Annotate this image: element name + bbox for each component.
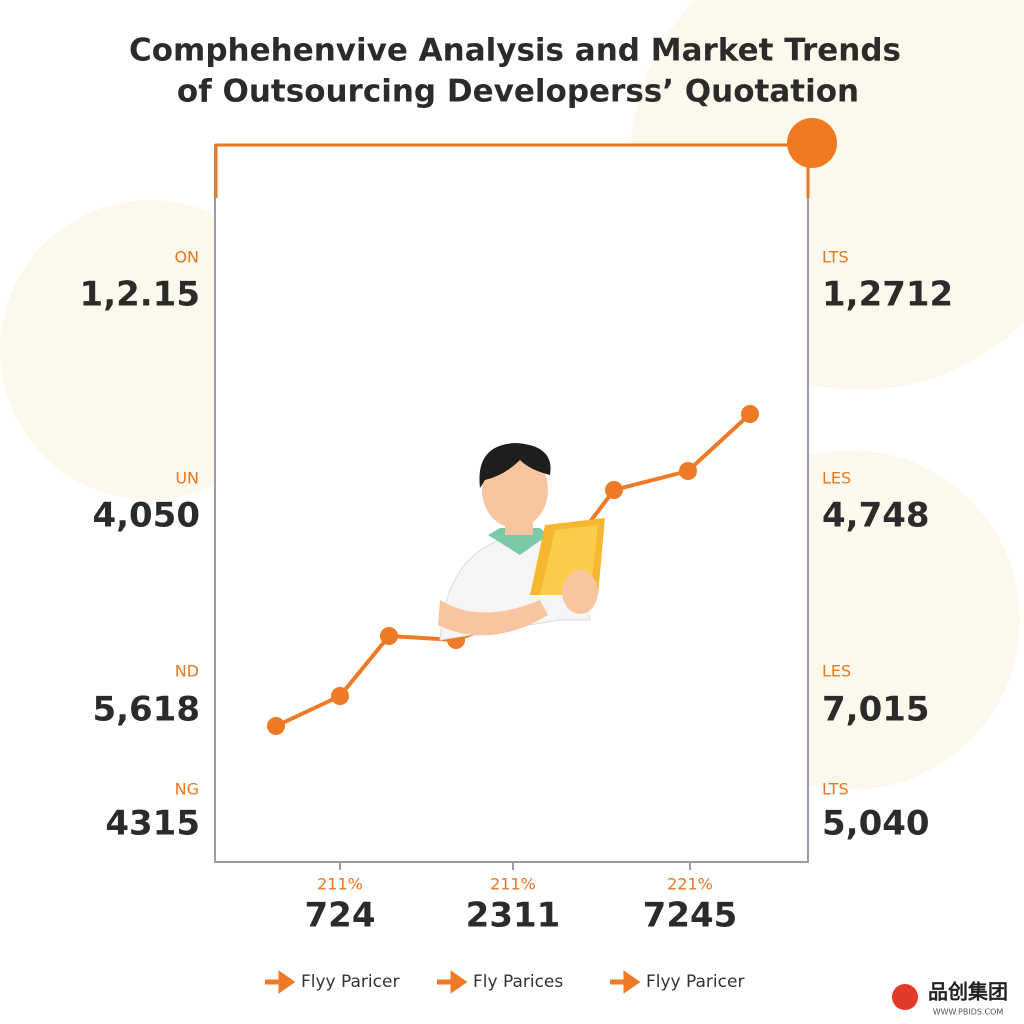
- logo-url: WWW.PBIDS.COM: [933, 1008, 1004, 1017]
- legend-label: Fly Parices: [473, 972, 563, 992]
- legend-arrow: [610, 970, 641, 994]
- bottom-value: 2311: [466, 896, 561, 936]
- bottom-tag: 211%: [490, 875, 536, 894]
- legend-arrow: [265, 970, 296, 994]
- left-value: 5,618: [92, 690, 200, 730]
- title: of Outsourcing Developerss’ Quotation: [177, 74, 859, 110]
- right-value: 1,2712: [822, 275, 953, 315]
- right-value: 4,748: [822, 496, 930, 536]
- bottom-tag: 211%: [317, 875, 363, 894]
- labels: ON 1,2.15 UN 4,050 ND 5,618 NG 4315 LTS 1,2712 LES…: [80, 248, 954, 936]
- person-illustration: [438, 443, 605, 641]
- right-value: 7,015: [822, 690, 930, 730]
- left-tag: ND: [175, 662, 199, 681]
- right-value: 5,040: [822, 804, 930, 844]
- accent-dot: [787, 118, 837, 168]
- right-tag: LES: [822, 662, 851, 681]
- bottom-value: 7245: [643, 896, 738, 936]
- left-tag: UN: [175, 469, 199, 488]
- legend-label: Flyy Paricer: [646, 972, 744, 992]
- logo-name: 品创集团: [928, 980, 1008, 1004]
- left-value: 4315: [105, 804, 200, 844]
- right-tag: LTS: [822, 780, 849, 799]
- legend: Flyy Paricer Fly Parices Flyy Paricer: [265, 970, 744, 994]
- bottom-value: 724: [305, 896, 376, 936]
- legend-label: Flyy Paricer: [301, 972, 399, 992]
- left-tag: ON: [174, 248, 199, 267]
- logo-mark: [892, 984, 918, 1010]
- right-tag: LES: [822, 469, 851, 488]
- title: Comphehenvive Analysis and Market Trends: [129, 33, 901, 69]
- legend-arrow: [437, 970, 468, 994]
- left-tag: NG: [175, 780, 199, 799]
- left-value: 1,2.15: [80, 275, 200, 315]
- trend-points: [267, 405, 759, 735]
- right-tag: LTS: [822, 248, 849, 267]
- bottom-tag: 221%: [667, 875, 713, 894]
- left-value: 4,050: [92, 496, 200, 536]
